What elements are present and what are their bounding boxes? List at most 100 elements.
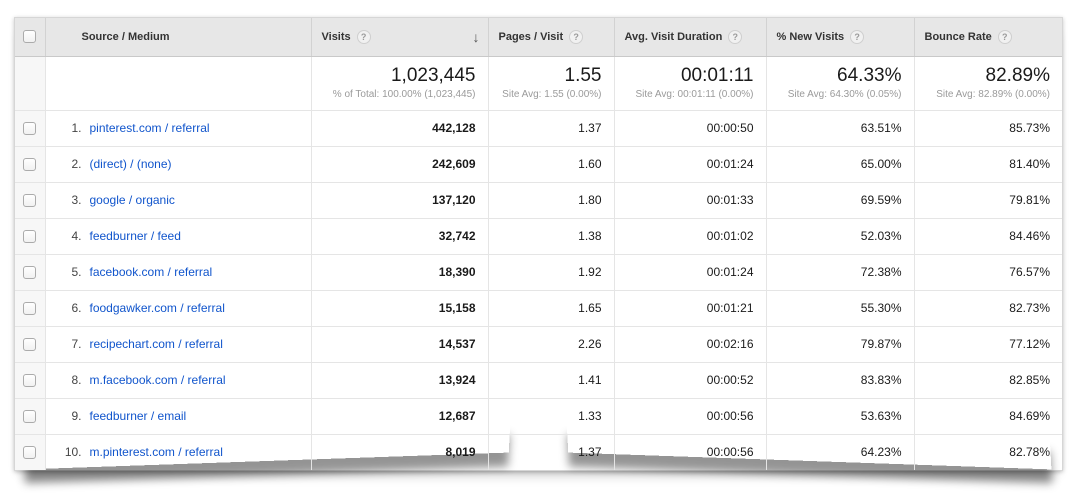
table-row: 2. (direct) / (none) 242,609 1.60 00:01:2… — [15, 145, 1062, 182]
row-checkbox-cell — [15, 289, 45, 326]
row-source-cell: 7. recipechart.com / referral — [44, 325, 311, 362]
source-medium-link[interactable]: m.facebook.com / referral — [89, 373, 226, 387]
source-medium-link[interactable]: google / organic — [89, 193, 175, 207]
row-rank: 7. — [71, 337, 82, 351]
column-header-label: Avg. Visit Duration — [624, 30, 723, 43]
column-header-visits[interactable]: Visits ? ↓ — [310, 18, 488, 57]
column-header-pages-per-visit[interactable]: Pages / Visit ? — [487, 18, 614, 57]
row-source-cell: 9. feedburner / email — [44, 397, 311, 434]
row-checkbox[interactable] — [23, 302, 37, 316]
table-row: 1. pinterest.com / referral 442,128 1.37 … — [15, 109, 1062, 146]
source-medium-link[interactable]: feedburner / email — [89, 409, 187, 423]
bounce-rate-cell: 82.78% — [913, 433, 1062, 470]
row-source-cell: 6. foodgawker.com / referral — [44, 289, 311, 326]
help-icon[interactable]: ? — [569, 29, 584, 44]
column-header-bounce-rate[interactable]: Bounce Rate ? — [913, 18, 1062, 57]
column-header-source-medium[interactable]: Source / Medium — [44, 18, 311, 57]
pages-per-visit-cell: 2.26 — [487, 325, 614, 362]
column-header-pct-new-visits[interactable]: % New Visits ? — [765, 18, 914, 57]
row-checkbox[interactable] — [23, 410, 37, 424]
source-medium-table: Source / Medium Visits ? ↓ Pages / Visit — [15, 18, 1062, 470]
help-icon[interactable]: ? — [997, 29, 1012, 44]
row-checkbox-cell — [15, 217, 45, 254]
row-checkbox[interactable] — [23, 266, 37, 280]
help-icon[interactable]: ? — [850, 29, 865, 44]
row-checkbox-cell — [15, 253, 45, 290]
pct-new-visits-cell: 72.38% — [765, 253, 914, 290]
pct-new-visits-cell: 69.59% — [765, 181, 914, 218]
pages-per-visit-cell: 1.65 — [487, 289, 614, 326]
help-icon[interactable]: ? — [728, 29, 743, 44]
row-checkbox[interactable] — [23, 338, 37, 352]
summary-visits-cell: 1,023,445 % of Total: 100.00% (1,023,445… — [310, 56, 488, 111]
pct-new-visits-cell: 83.83% — [765, 361, 914, 398]
visits-cell: 15,158 — [310, 289, 488, 326]
pct-new-visits-cell: 52.03% — [765, 217, 914, 254]
help-icon[interactable]: ? — [356, 29, 371, 44]
table-row: 9. feedburner / email 12,687 1.33 00:00:5… — [15, 397, 1062, 434]
pct-new-visits-cell: 55.30% — [765, 289, 914, 326]
table-row: 4. feedburner / feed 32,742 1.38 00:01:02… — [15, 217, 1062, 254]
table-row: 10. m.pinterest.com / referral 8,019 1.37… — [15, 433, 1062, 470]
row-source-cell: 8. m.facebook.com / referral — [44, 361, 311, 398]
visits-cell: 32,742 — [310, 217, 488, 254]
source-medium-link[interactable]: pinterest.com / referral — [89, 121, 210, 135]
pages-per-visit-cell: 1.33 — [487, 397, 614, 434]
summary-new-visits-cell: 64.33% Site Avg: 64.30% (0.05%) — [765, 56, 914, 111]
row-checkbox[interactable] — [23, 230, 37, 244]
source-medium-link[interactable]: foodgawker.com / referral — [89, 301, 225, 315]
avg-visit-duration-cell: 00:00:52 — [613, 361, 766, 398]
summary-source-cell — [44, 56, 311, 111]
table-row: 6. foodgawker.com / referral 15,158 1.65 … — [15, 289, 1062, 326]
visits-cell: 442,128 — [310, 109, 488, 146]
summary-bounce-value: 82.89% — [985, 64, 1050, 86]
row-source-cell: 1. pinterest.com / referral — [44, 109, 311, 146]
pages-per-visit-cell: 1.37 — [487, 433, 614, 470]
column-header-label: Visits — [321, 30, 351, 43]
source-medium-link[interactable]: m.pinterest.com / referral — [89, 445, 223, 460]
row-checkbox[interactable] — [23, 374, 37, 388]
pages-per-visit-cell: 1.37 — [487, 109, 614, 146]
column-header-label: Pages / Visit — [498, 30, 564, 43]
pages-per-visit-cell: 1.80 — [487, 181, 614, 218]
row-checkbox-cell — [15, 145, 45, 182]
row-checkbox[interactable] — [23, 194, 37, 208]
pages-per-visit-cell: 1.41 — [487, 361, 614, 398]
summary-new-visits-value: 64.33% — [837, 64, 902, 86]
summary-duration-cell: 00:01:11 Site Avg: 00:01:11 (0.00%) — [613, 56, 766, 111]
row-source-cell: 5. facebook.com / referral — [44, 253, 311, 290]
visits-cell: 242,609 — [310, 145, 488, 182]
column-header-label: Source / Medium — [81, 30, 170, 43]
source-medium-link[interactable]: feedburner / feed — [89, 229, 181, 243]
avg-visit-duration-cell: 00:02:16 — [613, 325, 766, 362]
pct-new-visits-cell: 64.23% — [765, 433, 914, 470]
row-checkbox[interactable] — [23, 446, 37, 460]
row-checkbox[interactable] — [23, 122, 37, 136]
pct-new-visits-cell: 53.63% — [765, 397, 914, 434]
row-checkbox-cell — [15, 109, 45, 146]
row-rank: 5. — [71, 265, 82, 279]
avg-visit-duration-cell: 00:00:56 — [613, 397, 766, 434]
summary-new-visits-note: Site Avg: 64.30% (0.05%) — [787, 88, 902, 100]
source-medium-link[interactable]: facebook.com / referral — [89, 265, 213, 279]
source-medium-link[interactable]: (direct) / (none) — [89, 157, 172, 171]
row-rank: 1. — [71, 121, 82, 135]
summary-duration-note: Site Avg: 00:01:11 (0.00%) — [635, 88, 754, 100]
row-rank: 6. — [71, 301, 82, 315]
summary-bounce-note: Site Avg: 82.89% (0.00%) — [936, 88, 1050, 100]
table-row: 3. google / organic 137,120 1.80 00:01:33… — [15, 181, 1062, 218]
source-medium-link[interactable]: recipechart.com / referral — [89, 337, 223, 351]
row-checkbox-cell — [15, 361, 45, 398]
column-header-avg-visit-duration[interactable]: Avg. Visit Duration ? — [613, 18, 766, 57]
summary-bounce-cell: 82.89% Site Avg: 82.89% (0.00%) — [913, 56, 1062, 111]
select-all-checkbox[interactable] — [23, 30, 37, 44]
row-rank: 9. — [71, 409, 82, 423]
table-row: 5. facebook.com / referral 18,390 1.92 00… — [15, 253, 1062, 290]
avg-visit-duration-cell: 00:00:50 — [613, 109, 766, 146]
sort-descending-icon[interactable]: ↓ — [472, 28, 480, 45]
row-checkbox[interactable] — [23, 158, 37, 172]
summary-checkbox-spacer — [15, 56, 45, 111]
pages-per-visit-cell: 1.38 — [487, 217, 614, 254]
row-rank: 10. — [64, 445, 82, 460]
